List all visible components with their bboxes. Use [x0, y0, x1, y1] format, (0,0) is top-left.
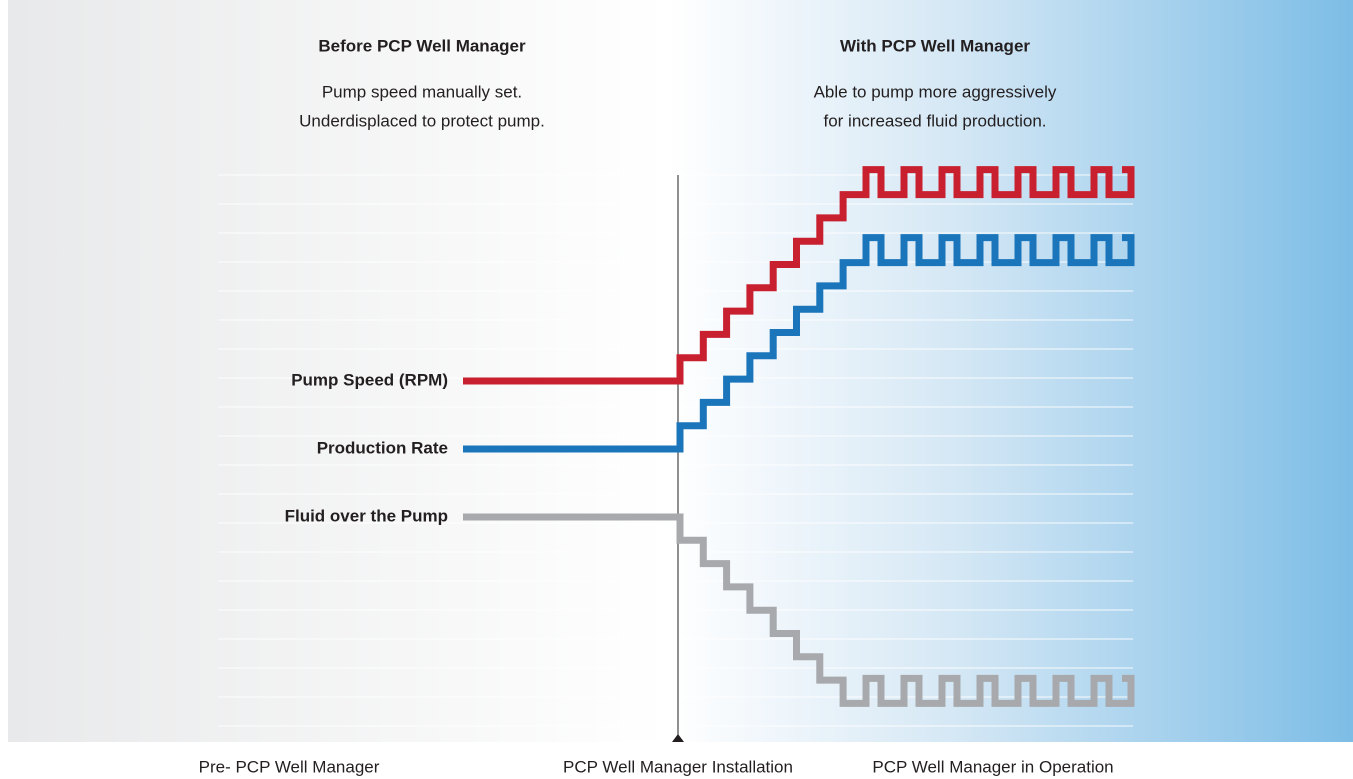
phase-label: PCP Well Manager Installation [563, 757, 793, 776]
legend-label: Fluid over the Pump [285, 506, 448, 525]
curves [463, 166, 1135, 707]
with-title: With PCP Well Manager [840, 36, 1030, 55]
legend-label: Pump Speed (RPM) [291, 370, 448, 389]
step-line [463, 166, 1135, 385]
legend-label: Production Rate [317, 438, 448, 457]
step-line [463, 234, 1135, 453]
divider-arrow [672, 734, 684, 742]
before-line: Pump speed manually set. [322, 82, 522, 101]
step-line [463, 513, 1135, 707]
with-line: Able to pump more aggressively [814, 82, 1057, 101]
with-line: for increased fluid production. [823, 111, 1046, 130]
phase-label: Pre- PCP Well Manager [199, 757, 380, 776]
phase-label: PCP Well Manager in Operation [872, 757, 1113, 776]
before-line: Underdisplaced to protect pump. [299, 111, 545, 130]
before-title: Before PCP Well Manager [318, 36, 526, 55]
